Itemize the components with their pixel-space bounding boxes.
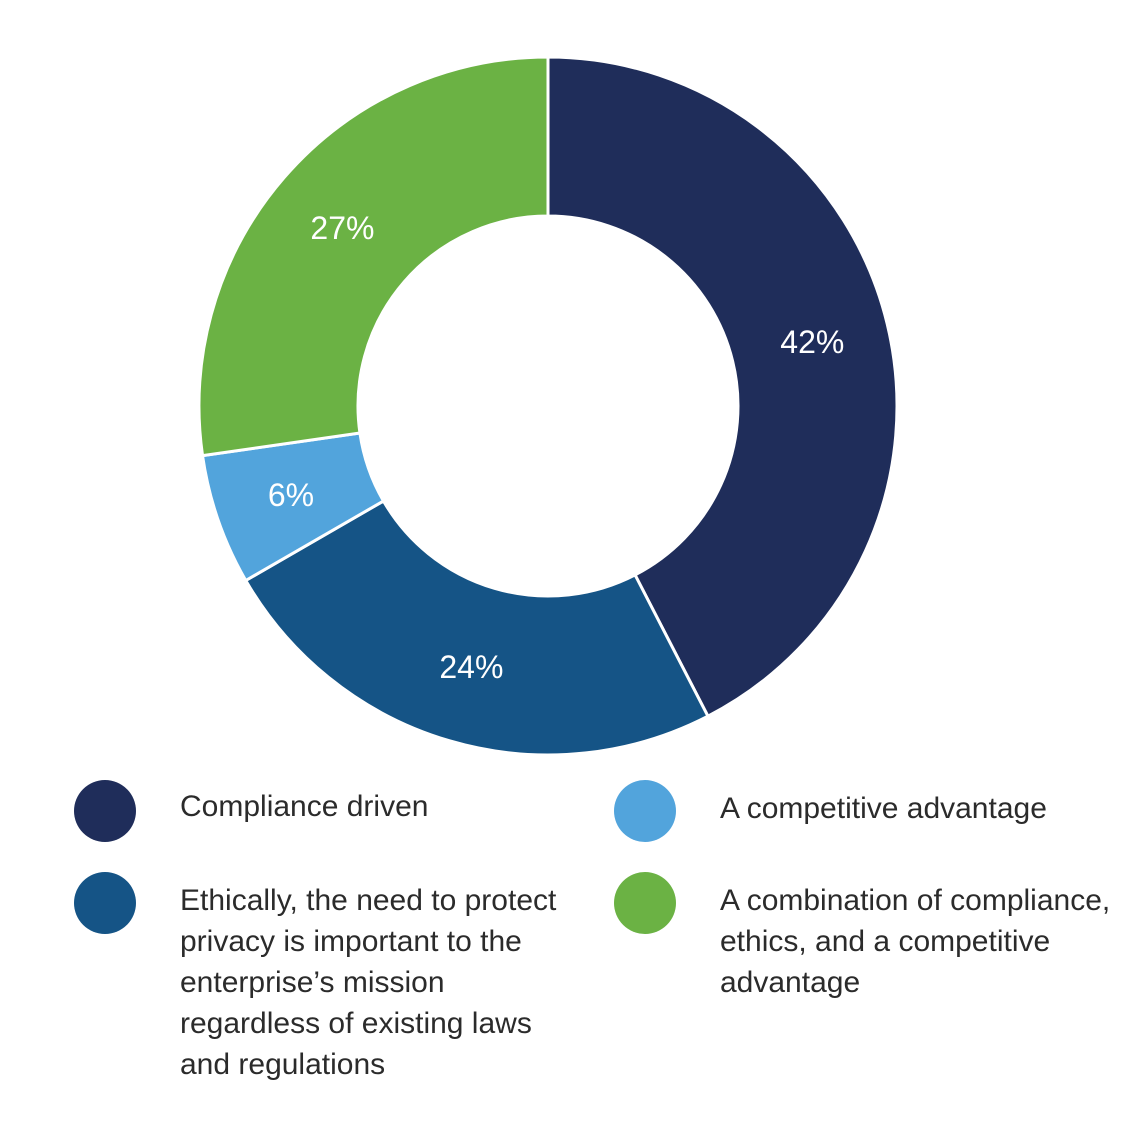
legend-label-ethically: Ethically, the need to protect privacy i… [180, 884, 557, 1081]
legend-label-competitive-advantage: A competitive advantage [720, 792, 1047, 825]
donut-slice-ethically-the-need [244, 499, 710, 757]
legend-label-combination: A combination of compliance, ethics, and… [720, 884, 1111, 999]
donut-chart: 42% 24% 6% 27% [197, 55, 899, 757]
slice-value-label-a-combination-of: 27% [310, 210, 374, 246]
legend-label-compliance-driven: Compliance driven [180, 790, 429, 823]
slice-value-label-ethically-the-need: 24% [439, 649, 503, 685]
donut-slice-a-combination-of [197, 55, 550, 458]
legend-swatch-combination [614, 872, 676, 934]
legend-swatch-compliance-driven [74, 780, 136, 842]
legend-swatch-competitive-advantage [614, 780, 676, 842]
slice-value-label-a-competitive-advantage: 6% [268, 477, 314, 513]
legend-swatch-ethically [74, 872, 136, 934]
donut-slices [197, 55, 899, 757]
donut-slice-compliance-driven [546, 55, 899, 718]
slice-value-label-compliance-driven: 42% [780, 324, 844, 360]
donut-slice-labels: 42% 24% 6% 27% [268, 210, 845, 685]
